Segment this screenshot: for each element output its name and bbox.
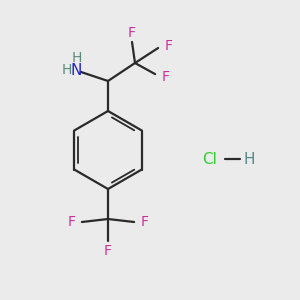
Text: H: H [71,51,82,64]
Text: F: F [128,26,136,40]
Text: N: N [71,63,82,78]
Text: F: F [104,244,112,258]
Text: H: H [243,152,255,166]
Text: F: F [161,70,169,84]
Text: H: H [61,63,72,77]
Text: F: F [68,215,76,229]
Text: F: F [140,215,148,229]
Text: F: F [164,40,172,53]
Text: Cl: Cl [202,152,217,166]
